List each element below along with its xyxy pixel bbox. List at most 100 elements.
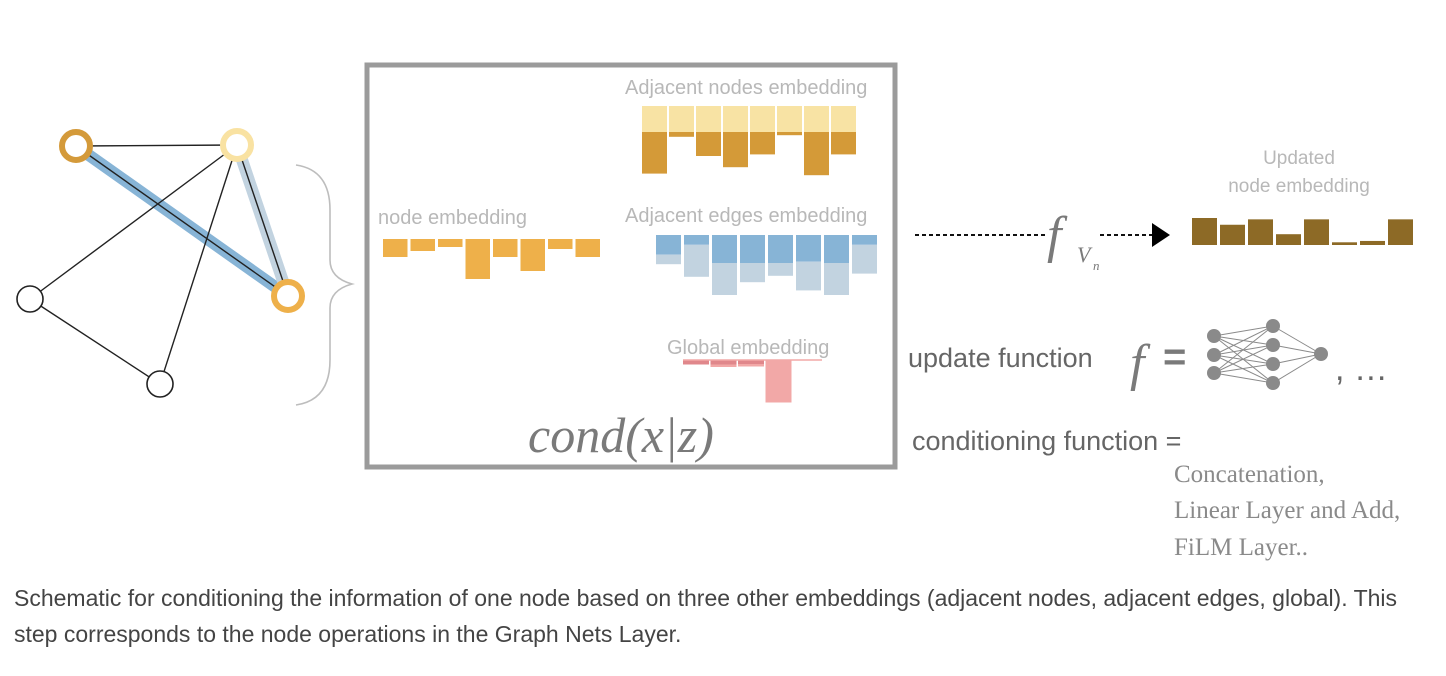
graph-edge — [236, 144, 289, 297]
update-function-label: update function — [908, 343, 1093, 373]
adjacent-nodes-label: Adjacent nodes embedding — [625, 77, 867, 99]
graph-edge — [29, 144, 238, 300]
nn-neuron — [1207, 329, 1221, 343]
graph — [16, 128, 305, 398]
adjacent-edge-bar-light — [684, 244, 709, 277]
adjacent-edges-bars — [656, 235, 877, 295]
graph-node-target — [271, 279, 305, 313]
global-bar-red — [710, 360, 737, 365]
adjacent-node-bar-dark — [777, 132, 802, 136]
curly-brace — [295, 164, 356, 406]
updated-embedding-bar — [1220, 224, 1245, 245]
adjacent-node-bar-light — [696, 106, 721, 132]
global-bar-red — [738, 360, 764, 364]
conditioning-function-label: conditioning function = — [912, 426, 1181, 456]
updated-embedding-bar — [1388, 219, 1413, 245]
conditioning-frame — [364, 62, 898, 470]
global-bar-pink — [738, 364, 764, 367]
nn-neuron — [1266, 338, 1280, 352]
nn-neuron — [1314, 347, 1328, 361]
adjacent-node-bar-light — [777, 106, 802, 132]
adjacent-edge-bar-light — [768, 263, 793, 276]
nn-connection — [1213, 344, 1274, 374]
adjacent-node-bar-dark — [642, 132, 667, 174]
nn-connection — [1213, 363, 1274, 374]
adjacent-node-bar-dark — [723, 132, 748, 168]
update-f-symbol: f — [1130, 335, 1151, 392]
node-embedding-bar — [575, 239, 600, 257]
nn-connection — [1213, 325, 1274, 374]
adjacent-node-bar-light — [642, 106, 667, 132]
adjacent-node-bar-light — [723, 106, 748, 132]
graph-node — [146, 370, 174, 398]
updated-embedding-bar — [1360, 240, 1385, 245]
f-subscript-n: n — [1093, 258, 1100, 273]
nn-neuron — [1266, 357, 1280, 371]
adjacent-node-bar-dark — [696, 132, 721, 156]
adjacent-node-bar-light — [750, 106, 775, 132]
node-embedding-bar — [493, 239, 518, 257]
nn-neuron — [1266, 319, 1280, 333]
global-embedding-label: Global embedding — [667, 337, 829, 359]
node-embedding-bars — [383, 239, 600, 279]
diagram-canvas: Adjacent nodes embedding node embedding … — [16, 62, 1413, 561]
nn-neuron — [1266, 376, 1280, 390]
global-bar-pink — [765, 360, 792, 403]
global-bar-red — [683, 360, 709, 365]
nn-connection — [1213, 325, 1274, 356]
adjacent-edge-bar-light — [824, 263, 849, 295]
adjacent-node-bar-dark — [669, 132, 694, 137]
global-embedding-bars — [683, 359, 822, 403]
f-subscript: V — [1077, 242, 1093, 267]
adjacent-node-bar-dark — [831, 132, 856, 155]
graph-node — [16, 285, 44, 313]
cond-formula: cond(x|z) — [528, 407, 714, 463]
adjacent-edge-bar-blue — [656, 235, 681, 255]
node-embedding-bar — [410, 239, 435, 251]
adjacent-node-bar-dark — [804, 132, 829, 176]
update-equals: = — [1163, 335, 1186, 379]
adjacent-node-bar-dark — [750, 132, 775, 155]
adjacent-edge-bar-light — [796, 261, 821, 291]
updated-embedding-bar — [1276, 234, 1301, 245]
figure-caption: Schematic for conditioning the informati… — [14, 585, 1398, 647]
updated-label-line1: Updated — [1263, 148, 1335, 169]
graph-node-adjacent-1 — [59, 129, 93, 163]
adjacent-edge-bar-light — [712, 263, 737, 295]
option-film-layer: FiLM Layer.. — [1174, 534, 1308, 561]
updated-embedding-bar — [1332, 242, 1357, 245]
adjacent-edge-bar-blue — [740, 235, 765, 263]
adjacent-node-bar-light — [804, 106, 829, 132]
nn-connection — [1272, 353, 1322, 384]
adjacent-edge-bar-blue — [712, 235, 737, 263]
neural-network-icon — [1207, 319, 1328, 390]
update-ellipsis: , … — [1335, 350, 1388, 388]
nn-connection — [1272, 353, 1322, 365]
adjacent-edge-bar-blue — [852, 235, 877, 245]
graph-node-adjacent-2 — [220, 128, 254, 162]
option-linear-layer: Linear Layer and Add, — [1174, 497, 1400, 524]
adjacent-edges-label: Adjacent edges embedding — [625, 205, 867, 227]
node-embedding-bar — [520, 239, 545, 271]
updated-embedding-bar — [1192, 218, 1217, 245]
adjacent-nodes-bars — [642, 106, 856, 176]
adjacent-edge-bar-blue — [796, 235, 821, 262]
nn-neuron — [1207, 348, 1221, 362]
adjacent-node-bar-light — [669, 106, 694, 132]
adjacent-edge-bar-light — [656, 254, 681, 265]
adjacent-edge-bar-light — [740, 263, 765, 283]
updated-embedding-bar — [1304, 219, 1329, 245]
node-embedding-bar — [383, 239, 408, 257]
adjacent-edge-bar-blue — [824, 235, 849, 263]
adjacent-node-bar-light — [831, 106, 856, 132]
updated-embedding-bars — [1192, 218, 1413, 245]
arrow-head — [1152, 223, 1170, 247]
f-symbol: f — [1047, 207, 1068, 264]
updated-embedding-bar — [1248, 219, 1273, 245]
nn-connection — [1272, 325, 1322, 355]
updated-label-line2: node embedding — [1228, 176, 1370, 197]
graph-edge — [29, 298, 161, 385]
nn-connection — [1213, 325, 1274, 337]
graph-edge — [75, 144, 238, 147]
node-embedding-bar — [465, 239, 490, 279]
